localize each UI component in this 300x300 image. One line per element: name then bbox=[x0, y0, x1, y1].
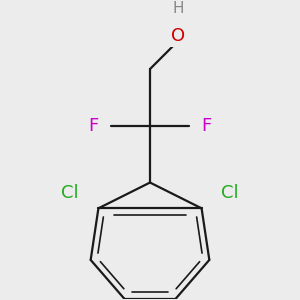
Text: O: O bbox=[171, 26, 185, 44]
Text: Cl: Cl bbox=[61, 184, 79, 202]
Text: Cl: Cl bbox=[221, 184, 239, 202]
Text: H: H bbox=[172, 1, 184, 16]
Text: F: F bbox=[202, 117, 212, 135]
Text: F: F bbox=[88, 117, 98, 135]
